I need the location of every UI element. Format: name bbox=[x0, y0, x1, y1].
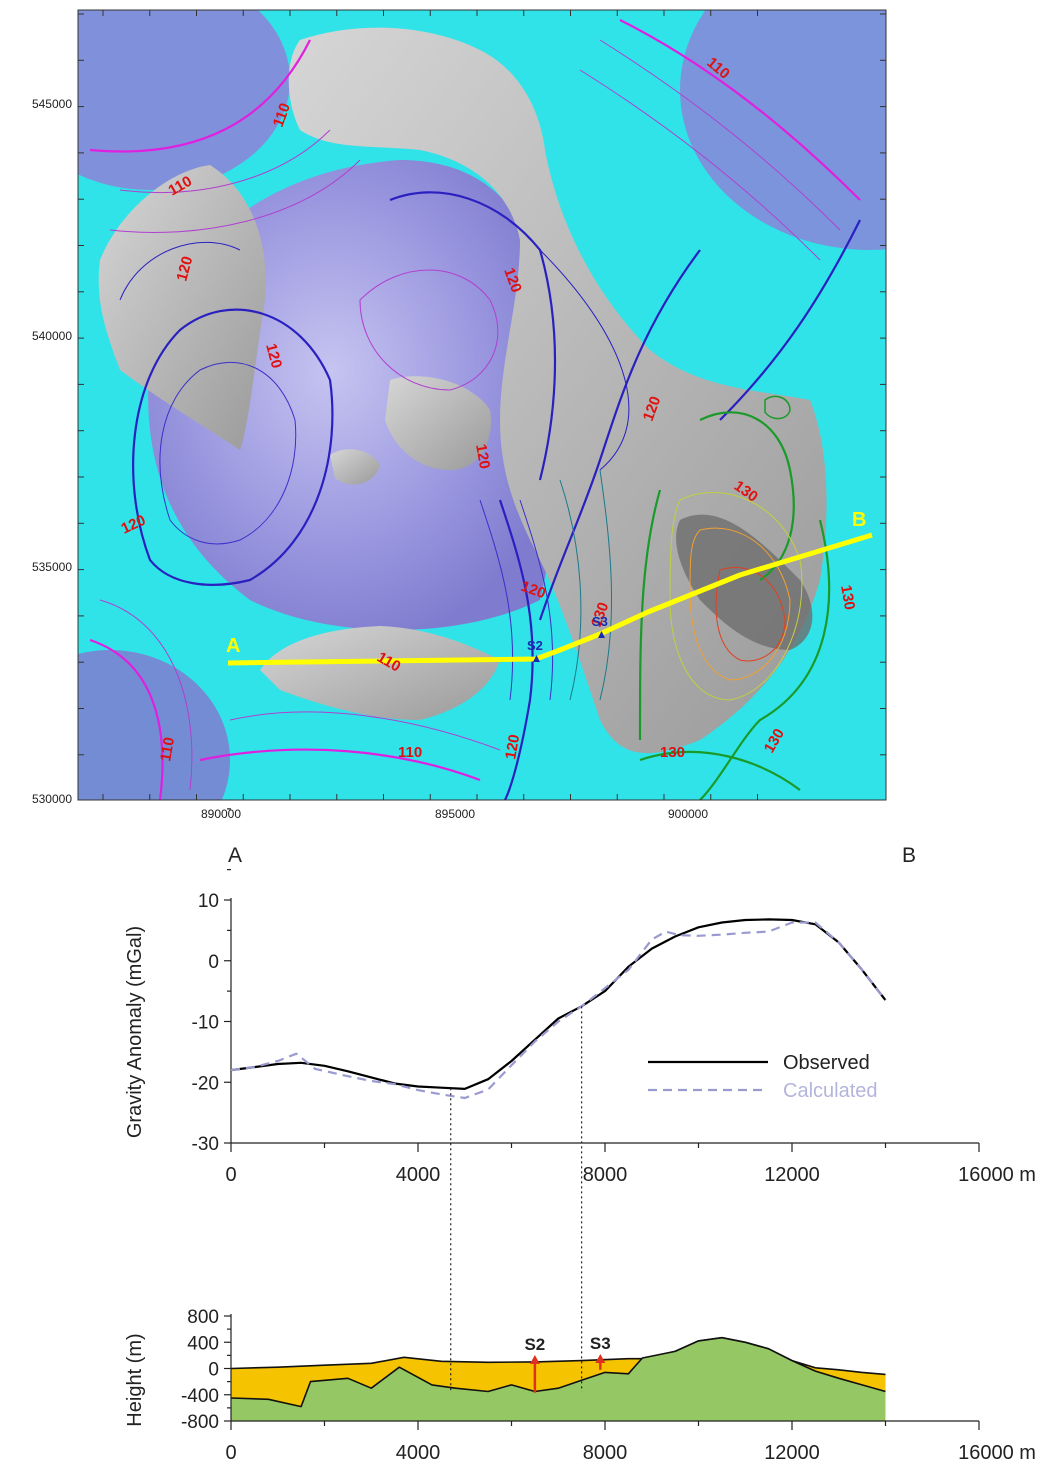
station-markers: S2 S3 bbox=[527, 614, 608, 662]
series-line-calculated bbox=[230, 921, 887, 1100]
dotted-guide-lines bbox=[450, 1006, 583, 1392]
height-y-tick-label: 0 bbox=[208, 1360, 219, 1381]
height-y-axis-label: Height (m) bbox=[124, 1333, 146, 1426]
gravity-contour-map: 890000 895000 900000 545000 540000 53500… bbox=[32, 9, 887, 821]
station-s2-label: S2 bbox=[527, 638, 543, 653]
gravity-y-tick-label: -30 bbox=[192, 1134, 219, 1155]
height-station-s3-label: S3 bbox=[590, 1334, 611, 1353]
gravity-x-tick-label: 16000 m bbox=[958, 1164, 1036, 1186]
height-layer-outline bbox=[230, 1336, 886, 1408]
contour-label: 110 bbox=[157, 736, 178, 763]
gravity-y-tick-label: -20 bbox=[192, 1073, 219, 1094]
height-x-tick-label: 12000 bbox=[764, 1442, 820, 1464]
contour-lines bbox=[89, 19, 861, 800]
contour-label: 130 bbox=[660, 744, 685, 761]
height-y-tick-label: 400 bbox=[187, 1333, 219, 1354]
gravity-x-tick-label: 4000 bbox=[396, 1164, 441, 1186]
map-x-tick-label: 895000 bbox=[435, 807, 475, 821]
map-frame bbox=[77, 9, 887, 801]
height-x-tick-labels: 0 4000 8000 12000 16000 m bbox=[225, 1442, 1035, 1464]
height-stations bbox=[529, 1354, 606, 1393]
gravity-series bbox=[230, 918, 887, 1100]
map-x-tick-label: 900000 bbox=[668, 807, 708, 821]
height-x-tick-label: 8000 bbox=[583, 1442, 628, 1464]
gravity-legend: Observed Calculated bbox=[648, 1052, 878, 1102]
height-x-tick-label: 4000 bbox=[396, 1442, 441, 1464]
map-y-tick-label: 530000 bbox=[32, 792, 72, 806]
height-y-tick-labels: 800 400 0 -400 -800 bbox=[181, 1307, 219, 1433]
profile-end-left: A bbox=[228, 844, 242, 867]
legend-observed-label: Observed bbox=[783, 1052, 870, 1074]
station-s3-marker bbox=[598, 631, 605, 638]
gravity-y-tick-label: -10 bbox=[192, 1013, 219, 1034]
station-arrow-head bbox=[595, 1354, 606, 1364]
height-layer-lower bbox=[231, 1337, 886, 1421]
gravity-x-tick-label: 12000 bbox=[764, 1164, 820, 1186]
map-x-tick-labels: 890000 895000 900000 bbox=[201, 807, 708, 821]
map-tick-marks bbox=[78, 10, 886, 800]
contour-label: 120 bbox=[262, 342, 285, 371]
height-y-tick-label: 800 bbox=[187, 1307, 219, 1328]
station-s3-label: S3 bbox=[592, 614, 608, 629]
height-axes bbox=[224, 1314, 980, 1430]
island-south bbox=[260, 626, 500, 720]
profile-end-right: B bbox=[902, 844, 916, 867]
legend-calculated-label: Calculated bbox=[783, 1080, 878, 1102]
volcanic-ridge-east bbox=[676, 514, 813, 650]
height-x-tick-label: 16000 m bbox=[958, 1442, 1036, 1464]
height-station-s2-label: S2 bbox=[524, 1335, 545, 1354]
map-y-tick-label: 540000 bbox=[32, 329, 72, 343]
height-y-tick-label: -800 bbox=[181, 1412, 219, 1433]
gravity-axes bbox=[224, 808, 980, 1152]
map-y-tick-labels: 545000 540000 535000 530000 bbox=[32, 97, 72, 806]
series-line-observed bbox=[230, 918, 887, 1091]
deep-basin-sw bbox=[78, 650, 230, 800]
profile-point-b: B bbox=[852, 509, 866, 531]
station-arrow-head bbox=[529, 1355, 540, 1364]
gravity-x-tick-labels: 0 4000 8000 12000 16000 m bbox=[225, 1164, 1035, 1186]
gravity-y-tick-label: 10 bbox=[198, 891, 219, 912]
height-x-tick-label: 0 bbox=[225, 1442, 236, 1464]
contour-label: 120 bbox=[502, 733, 523, 761]
islet-small bbox=[330, 449, 380, 485]
contour-label: 120 bbox=[173, 254, 196, 283]
contour-label: 110 bbox=[398, 744, 422, 761]
gravity-y-tick-labels: 10 0 -10 -20 -30 bbox=[192, 891, 219, 1155]
gravity-y-axis-label: Gravity Anomaly (mGal) bbox=[124, 926, 146, 1138]
contour-label: 120 bbox=[472, 443, 493, 471]
islet-central bbox=[385, 376, 491, 470]
height-y-tick-label: -400 bbox=[181, 1386, 219, 1407]
height-layers bbox=[230, 1336, 886, 1421]
height-profile-chart: 800 400 0 -400 -800 0 4000 8000 12000 16… bbox=[124, 1307, 1036, 1464]
gravity-anomaly-chart: 10 0 -10 -20 -30 0 4000 8000 12000 16000… bbox=[124, 808, 1036, 1186]
profile-point-a: A bbox=[226, 635, 240, 657]
gravity-x-tick-label: 8000 bbox=[583, 1164, 628, 1186]
station-s2-marker bbox=[533, 655, 540, 662]
deep-basin-nw bbox=[78, 10, 290, 190]
island-northwest bbox=[98, 165, 266, 450]
gravity-x-tick-label: 0 bbox=[225, 1164, 236, 1186]
contour-label: 130 bbox=[837, 584, 858, 612]
gravity-y-tick-label: 0 bbox=[208, 952, 219, 973]
map-y-tick-label: 545000 bbox=[32, 97, 72, 111]
map-x-tick-label: 890000 bbox=[201, 807, 241, 821]
map-y-tick-label: 535000 bbox=[32, 560, 72, 574]
